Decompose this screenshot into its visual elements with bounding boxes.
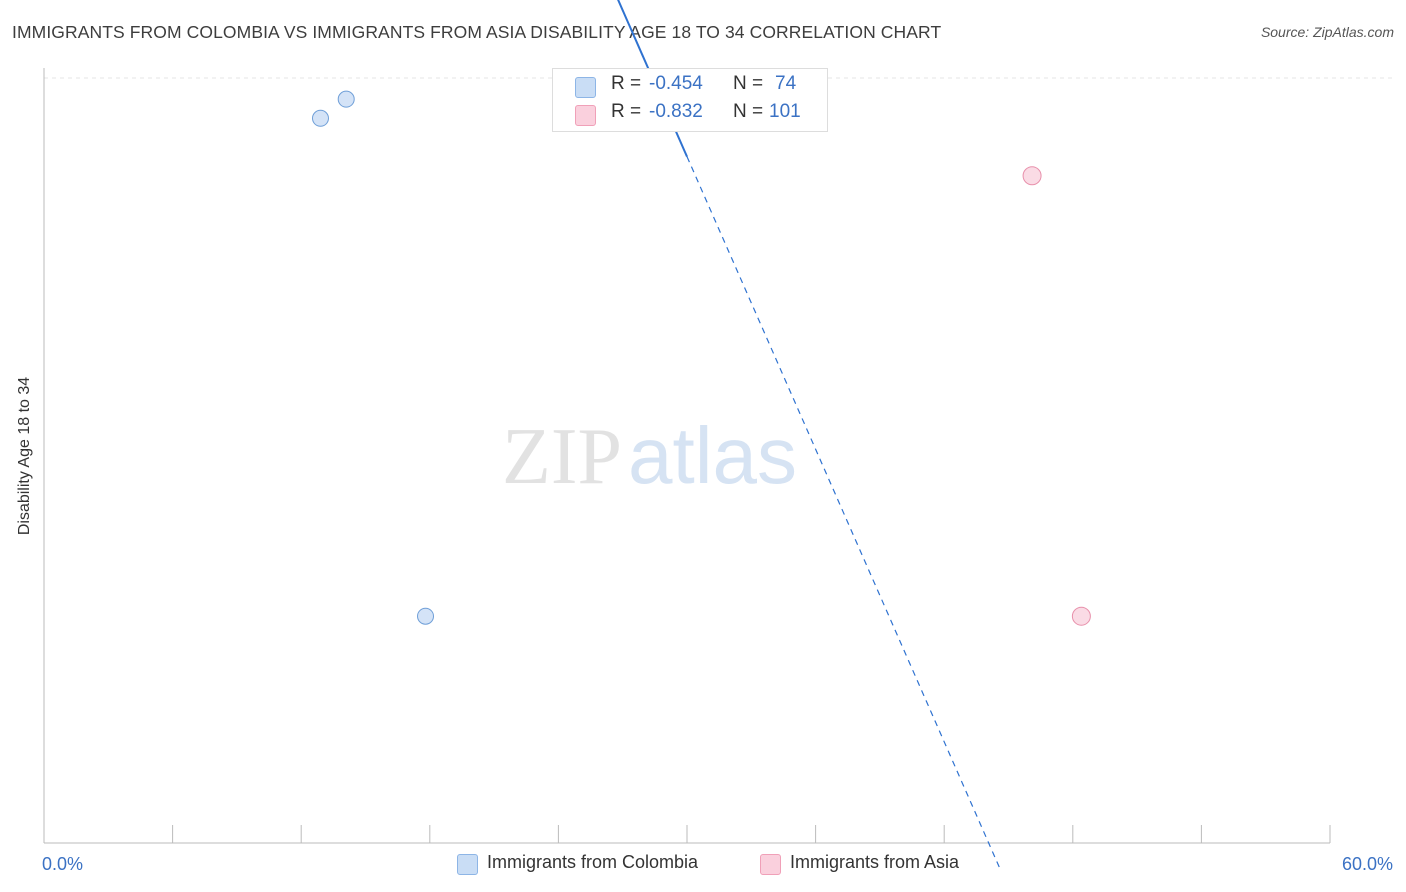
x-tick-label: 60.0% — [1342, 854, 1393, 874]
watermark-atlas: atlas — [628, 411, 797, 500]
x-tick-label: 0.0% — [42, 854, 83, 874]
legend-label: Immigrants from Colombia — [487, 852, 699, 872]
r-value: -0.832 — [649, 101, 703, 122]
point-asia — [1022, 166, 1042, 186]
n-value: 74 — [775, 73, 797, 94]
r-value: -0.454 — [649, 73, 703, 94]
y-axis-label: Disability Age 18 to 34 — [16, 376, 33, 536]
watermark: ZIP atlas — [502, 411, 797, 501]
trend-lines — [617, 0, 1001, 869]
stats-swatch-colombia — [575, 77, 596, 98]
source-label: Source: ZipAtlas.com — [1260, 24, 1394, 40]
point-colombia — [311, 109, 329, 127]
watermark-zip: ZIP — [502, 413, 622, 501]
stats-row-colombia: R = -0.454 N = 74 — [553, 73, 827, 99]
point-colombia — [417, 607, 435, 625]
r-label: R = — [611, 101, 642, 122]
stats-box: R = -0.454 N = 74 R = -0.832 N = 101 — [552, 68, 828, 132]
stats-row-asia: R = -0.832 N = 101 — [553, 101, 827, 127]
legend-label: Immigrants from Asia — [790, 852, 960, 872]
data-points — [311, 90, 1091, 626]
r-label: R = — [611, 73, 642, 94]
axes — [43, 68, 1331, 844]
n-label: N = — [733, 73, 764, 94]
legend-swatch-asia — [760, 854, 781, 875]
tick-labels: 2.5%5.0%7.5%10.0%0.0%60.0% — [42, 854, 1393, 874]
legend-swatch-colombia — [457, 854, 478, 875]
n-label: N = — [733, 101, 764, 122]
point-asia — [1071, 606, 1091, 626]
chart-title: IMMIGRANTS FROM COLOMBIA VS IMMIGRANTS F… — [12, 22, 942, 42]
grid-lines — [44, 77, 1392, 79]
point-colombia — [337, 90, 355, 108]
stats-swatch-asia — [575, 105, 596, 126]
n-value: 101 — [769, 101, 801, 122]
trend-line-colombia-extension — [686, 156, 1001, 869]
